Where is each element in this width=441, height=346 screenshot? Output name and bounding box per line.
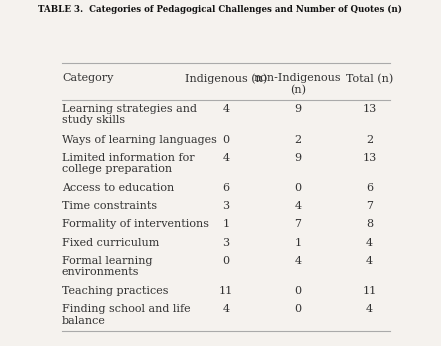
Text: Total (n): Total (n) [346, 73, 393, 84]
Text: Finding school and life
balance: Finding school and life balance [62, 304, 191, 326]
Text: 9: 9 [294, 153, 301, 163]
Text: 13: 13 [363, 153, 377, 163]
Text: Formality of interventions: Formality of interventions [62, 219, 209, 229]
Text: 4: 4 [222, 153, 230, 163]
Text: Indigenous (n): Indigenous (n) [185, 73, 267, 84]
Text: Category: Category [62, 73, 113, 83]
Text: 0: 0 [222, 135, 230, 145]
Text: 4: 4 [366, 304, 373, 315]
Text: 3: 3 [222, 238, 230, 248]
Text: 0: 0 [222, 256, 230, 266]
Text: Limited information for
college preparation: Limited information for college preparat… [62, 153, 194, 174]
Text: 0: 0 [294, 286, 301, 297]
Text: 4: 4 [294, 256, 301, 266]
Text: Access to education: Access to education [62, 183, 174, 193]
Text: non-Indigenous
(n): non-Indigenous (n) [254, 73, 342, 95]
Text: 3: 3 [222, 201, 230, 211]
Text: 1: 1 [222, 219, 230, 229]
Text: 2: 2 [366, 135, 373, 145]
Text: 4: 4 [222, 304, 230, 315]
Text: 4: 4 [222, 104, 230, 114]
Text: 1: 1 [294, 238, 301, 248]
Text: 13: 13 [363, 104, 377, 114]
Text: Learning strategies and
study skills: Learning strategies and study skills [62, 104, 197, 126]
Text: 6: 6 [222, 183, 230, 193]
Text: 6: 6 [366, 183, 373, 193]
Text: 4: 4 [366, 238, 373, 248]
Text: 11: 11 [363, 286, 377, 297]
Text: TABLE 3.  Categories of Pedagogical Challenges and Number of Quotes (n): TABLE 3. Categories of Pedagogical Chall… [38, 5, 403, 14]
Text: 0: 0 [294, 304, 301, 315]
Text: Teaching practices: Teaching practices [62, 286, 168, 297]
Text: 9: 9 [294, 104, 301, 114]
Text: Time constraints: Time constraints [62, 201, 157, 211]
Text: 2: 2 [294, 135, 301, 145]
Text: 4: 4 [366, 256, 373, 266]
Text: 11: 11 [219, 286, 233, 297]
Text: 0: 0 [294, 183, 301, 193]
Text: 7: 7 [294, 219, 301, 229]
Text: Fixed curriculum: Fixed curriculum [62, 238, 159, 248]
Text: 4: 4 [294, 201, 301, 211]
Text: Ways of learning languages: Ways of learning languages [62, 135, 217, 145]
Text: Formal learning
environments: Formal learning environments [62, 256, 153, 277]
Text: 8: 8 [366, 219, 373, 229]
Text: 7: 7 [366, 201, 373, 211]
